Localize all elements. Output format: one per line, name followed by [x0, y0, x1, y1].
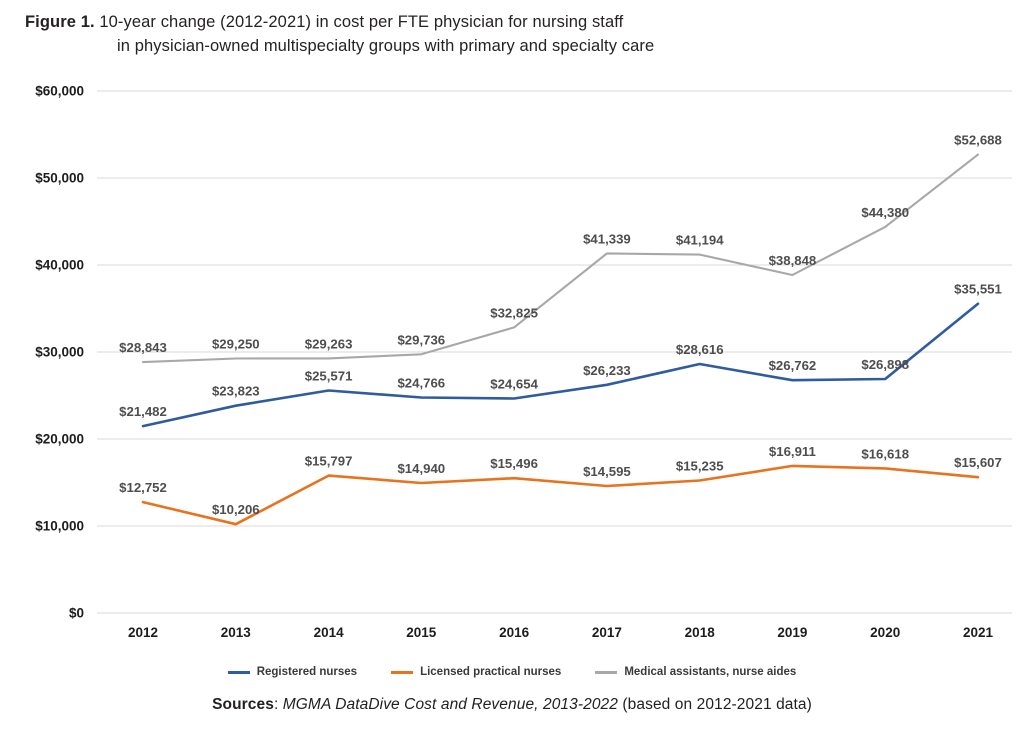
data-label-2-2018: $41,194 [676, 233, 724, 248]
y-axis-tick-label: $30,000 [35, 345, 84, 360]
data-label-1-2014: $15,797 [305, 454, 353, 469]
legend-label-licensed-practical-nurses: Licensed practical nurses [420, 666, 562, 678]
x-axis-tick-label: 2014 [314, 625, 345, 640]
data-label-0-2016: $24,654 [490, 377, 538, 392]
data-label-0-2017: $26,233 [583, 363, 631, 378]
data-label-0-2013: $23,823 [212, 384, 260, 399]
y-axis-tick-label: $20,000 [35, 432, 84, 447]
legend-label-medical-assistants: Medical assistants, nurse aides [624, 666, 797, 678]
data-label-2-2015: $29,736 [397, 332, 445, 347]
x-axis-tick-label: 2016 [499, 625, 530, 640]
x-axis-tick-label: 2018 [685, 625, 716, 640]
x-axis-tick-label: 2015 [406, 625, 437, 640]
x-axis-tick-label: 2012 [128, 625, 158, 640]
legend: Registered nurses Licensed practical nur… [0, 666, 1024, 678]
figure-label: Figure 1. [25, 13, 95, 31]
x-axis-tick-label: 2020 [870, 625, 900, 640]
data-label-1-2016: $15,496 [490, 456, 538, 471]
x-axis-tick-label: 2013 [221, 625, 252, 640]
data-label-2-2020: $44,380 [861, 205, 909, 220]
data-label-1-2013: $10,206 [212, 502, 260, 517]
legend-swatch-licensed-practical-nurses [391, 670, 414, 674]
y-axis-tick-label: $40,000 [35, 258, 84, 273]
legend-label-registered-nurses: Registered nurses [256, 666, 358, 678]
chart-title: Figure 1. 10-year change (2012-2021) in … [25, 10, 985, 58]
sources-colon: : [273, 696, 283, 713]
series-line-0 [141, 302, 980, 428]
data-label-0-2020: $26,898 [861, 357, 909, 372]
title-text-line1: 10-year change (2012-2021) in cost per F… [99, 13, 624, 31]
data-label-0-2021: $35,551 [954, 282, 1002, 297]
data-label-1-2018: $15,235 [676, 459, 724, 474]
line-chart: $0 $10,000 $20,000 $30,000 $40,000 $50,000 $60… [35, 84, 1012, 640]
data-label-0-2015: $24,766 [397, 376, 445, 391]
y-axis-tick-label: $50,000 [35, 171, 84, 186]
data-label-2-2014: $29,263 [305, 336, 353, 351]
x-axis-tick-label: 2017 [592, 625, 622, 640]
legend-item-licensed-practical-nurses: Licensed practical nurses [391, 666, 561, 678]
legend-item-registered-nurses: Registered nurses [227, 666, 358, 678]
y-axis-tick-label: $10,000 [35, 519, 84, 534]
legend-swatch-registered-nurses [227, 670, 250, 674]
data-label-1-2012: $12,752 [119, 480, 167, 495]
data-label-1-2019: $16,911 [769, 444, 816, 459]
data-label-2-2016: $32,825 [490, 305, 538, 320]
data-label-2-2019: $38,848 [769, 253, 817, 268]
sources-note: Sources: MGMA DataDive Cost and Revenue,… [0, 696, 1024, 714]
legend-item-medical-assistants: Medical assistants, nurse aides [595, 666, 796, 678]
data-label-0-2012: $21,482 [119, 404, 167, 419]
series-line-2 [141, 153, 980, 364]
data-label-1-2017: $14,595 [583, 464, 631, 479]
data-label-2-2017: $41,339 [583, 231, 631, 246]
y-axis-tick-label: $60,000 [35, 84, 84, 99]
data-label-2-2012: $28,843 [119, 340, 167, 355]
x-axis-tick-label: 2019 [777, 625, 807, 640]
chart-title-line1: Figure 1. 10-year change (2012-2021) in … [25, 10, 985, 34]
series-line-1 [141, 464, 980, 526]
x-axis-tick-label: 2021 [963, 625, 994, 640]
data-label-2-2021: $52,688 [954, 133, 1002, 148]
data-label-2-2013: $29,250 [212, 337, 260, 352]
sources-citation: MGMA DataDive Cost and Revenue, 2013-202… [282, 696, 618, 713]
legend-swatch-medical-assistants [595, 670, 618, 674]
data-label-0-2018: $28,616 [676, 342, 724, 357]
data-label-1-2021: $15,607 [954, 455, 1002, 470]
data-label-1-2015: $14,940 [397, 461, 445, 476]
title-text-line2: in physician-owned multispecialty groups… [117, 37, 655, 55]
data-label-0-2014: $25,571 [305, 369, 353, 384]
data-label-1-2020: $16,618 [861, 446, 909, 461]
sources-label: Sources [212, 696, 274, 713]
y-axis-tick-label: $0 [69, 606, 84, 621]
data-label-0-2019: $26,762 [769, 358, 817, 373]
sources-suffix: (based on 2012-2021 data) [618, 696, 812, 713]
